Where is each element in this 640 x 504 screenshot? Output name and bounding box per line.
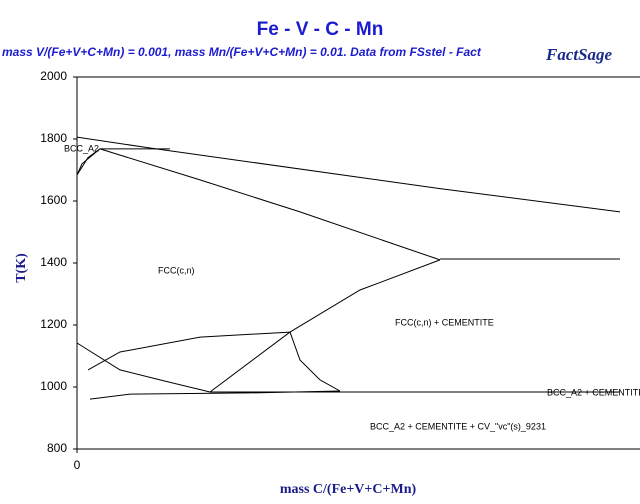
logo-text: FactSage [545,45,613,64]
phase-boundary [76,148,101,176]
y-tick-label: 1200 [40,317,67,331]
phase-boundary [289,331,341,392]
x-tick-label: 0 [74,458,81,472]
logo-box [538,40,628,68]
phase-boundary [209,259,441,393]
region-label: BCC_A2 [64,143,99,153]
y-tick-label: 1000 [40,379,67,393]
y-tick-label: 2000 [40,69,67,83]
phase-boundary [99,148,441,261]
phase-boundary [76,342,211,393]
phase-boundary [87,331,291,371]
region-label: FCC(c,n) + CEMENTITE [395,317,494,327]
y-axis-label: T(K) [14,253,29,283]
phase-boundary [89,390,341,400]
y-tick-label: 800 [47,441,67,455]
chart-subtitle: mass V/(Fe+V+C+Mn) = 0.001, mass Mn/(Fe+… [2,45,482,59]
phase-boundary [76,136,621,213]
region-label: FCC(c,n) [158,265,195,275]
region-label: BCC_A2 + CEMENTITE [547,387,640,397]
chart-title: Fe - V - C - Mn [257,19,384,40]
x-axis-label: mass C/(Fe+V+C+Mn) [280,482,417,497]
y-tick-label: 1800 [40,131,67,145]
y-tick-label: 1400 [40,255,67,269]
region-label: BCC_A2 + CEMENTITE + CV_"vc"(s)_9231 [370,421,546,431]
y-tick-label: 1600 [40,193,67,207]
logo: FactSage [538,40,628,68]
